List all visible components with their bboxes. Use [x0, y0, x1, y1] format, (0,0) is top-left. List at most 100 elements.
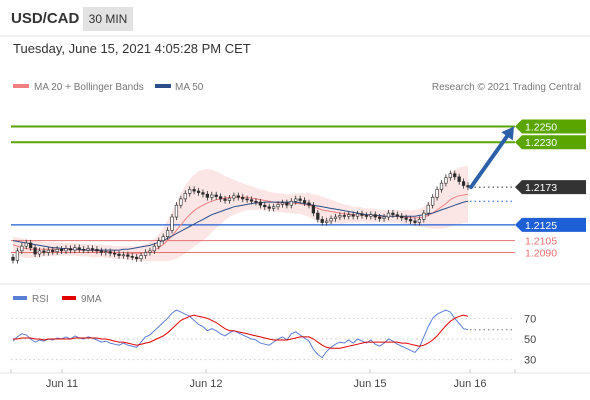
candle-body	[210, 194, 214, 198]
candle-body	[188, 189, 192, 194]
candle	[126, 251, 130, 260]
legend-label-9ma: 9MA	[81, 294, 102, 305]
candle-body	[205, 193, 209, 198]
level-label-box	[515, 217, 586, 232]
candle	[431, 194, 435, 209]
candle	[439, 180, 444, 193]
candle	[417, 216, 422, 226]
candle	[227, 194, 232, 204]
candle-body	[453, 173, 457, 178]
candle-body	[276, 204, 280, 208]
candle-body	[161, 236, 165, 241]
candle	[360, 210, 364, 219]
candle-body	[302, 200, 307, 204]
candle	[329, 215, 333, 225]
candle	[130, 253, 134, 261]
candle-body	[294, 198, 298, 202]
candle-body	[236, 195, 240, 198]
candle-body	[148, 250, 152, 253]
candle-body	[214, 194, 218, 197]
candle	[179, 195, 183, 209]
candle	[263, 202, 267, 210]
level-label-box	[515, 135, 586, 150]
candle	[382, 213, 386, 222]
candle-body	[33, 247, 37, 255]
candle-body	[112, 252, 117, 255]
candle	[461, 178, 466, 189]
candle	[205, 191, 209, 201]
candle-body	[422, 212, 426, 220]
candle	[236, 192, 240, 201]
candle-body	[170, 216, 174, 231]
candle-body	[338, 215, 342, 218]
candle-body	[267, 206, 271, 209]
candle-body	[258, 201, 263, 206]
candle-body	[104, 251, 108, 253]
chart-header: USD/CAD 30 MIN	[0, 0, 590, 36]
candle-body	[20, 245, 24, 252]
candle	[347, 211, 351, 220]
level-label-text: 1.2173	[525, 182, 557, 194]
candle-body	[386, 212, 391, 218]
projection-arrow-shaft	[469, 134, 510, 190]
candle-body	[157, 240, 161, 247]
candle	[210, 191, 214, 201]
candle	[82, 246, 86, 254]
candle-body	[29, 242, 33, 249]
candle-body	[311, 204, 316, 214]
candle	[223, 195, 227, 204]
x-tick-label: Jun 11	[46, 378, 78, 390]
level-label-box	[515, 180, 586, 195]
candle	[188, 186, 192, 197]
bollinger-band-layer	[13, 165, 468, 262]
candle	[15, 247, 20, 264]
candle	[245, 195, 249, 203]
candle	[37, 247, 42, 258]
candle	[254, 198, 258, 206]
rsi-layer: 70 50 30	[11, 309, 536, 367]
candle	[355, 210, 360, 220]
candle-body	[218, 196, 223, 200]
candle-body	[223, 198, 227, 201]
candle	[135, 254, 139, 262]
candle-body	[364, 215, 369, 217]
candle	[276, 201, 280, 210]
candle	[214, 191, 218, 200]
candle	[373, 211, 377, 221]
timeframe-button[interactable]: 30 MIN	[83, 7, 133, 31]
candle-body	[82, 248, 86, 251]
candle	[157, 237, 161, 250]
candle	[395, 211, 399, 220]
candle-body	[73, 247, 77, 251]
candle-body	[408, 219, 413, 222]
candle	[99, 247, 103, 256]
level-label-support: 1.2125	[515, 217, 586, 232]
candle-body	[369, 214, 373, 217]
candle-body	[139, 255, 143, 260]
candle-body	[461, 181, 466, 186]
bollinger-band	[13, 165, 468, 262]
candle-body	[196, 190, 201, 193]
candle-body	[342, 215, 346, 217]
candle	[298, 195, 302, 204]
candle-body	[174, 204, 179, 218]
candle	[117, 250, 121, 259]
candle-body	[95, 248, 99, 252]
candle-body	[192, 189, 196, 192]
candle-body	[404, 217, 408, 220]
candle	[333, 213, 338, 222]
candle-body	[59, 248, 64, 252]
candle	[112, 250, 117, 258]
candle-body	[130, 256, 134, 258]
candle	[143, 249, 148, 259]
candle	[95, 246, 99, 255]
candle	[152, 243, 156, 255]
candle	[386, 209, 391, 221]
candle-body	[249, 199, 254, 202]
candle-body	[347, 214, 351, 217]
candle-body	[108, 251, 112, 254]
candle	[232, 192, 236, 202]
candle	[241, 194, 245, 203]
candle-body	[68, 248, 73, 251]
candle-body	[298, 198, 302, 201]
